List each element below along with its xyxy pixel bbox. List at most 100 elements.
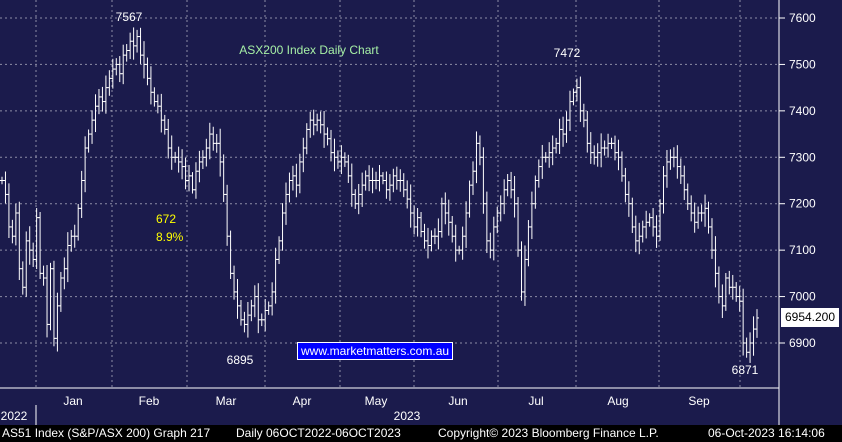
ohlc-bar [613,135,618,161]
ohlc-bar [446,199,451,236]
ohlc-bar [301,137,306,173]
y-tick-label: 7400 [789,104,816,118]
ohlc-bar [727,270,732,295]
ohlc-bar [100,86,105,112]
ohlc-bar [152,87,157,107]
watermark-url: www.marketmatters.com.au [297,342,454,360]
ohlc-bar [387,174,392,201]
annotation-low-6871: 6871 [732,363,759,377]
ohlc-bar [131,27,136,60]
ohlc-bar [367,165,372,192]
ohlc-bar [536,159,541,188]
ohlc-bar [283,182,288,225]
ohlc-bar [405,180,410,209]
ohlc-bar [647,213,652,227]
ohlc-bar [86,129,91,153]
y-tick-label: 7200 [789,197,816,211]
annotation-low-6895: 6895 [227,353,254,367]
ohlc-bar [391,168,396,193]
ohlc-bar [713,236,718,288]
ohlc-bar [249,299,254,322]
ohlc-bar [664,150,669,188]
ohlc-bar [661,166,666,214]
ohlc-bar [263,299,268,332]
ohlc-bar [640,220,645,243]
ohlc-bar [335,150,340,169]
ohlc-bar [259,313,264,327]
ohlc-bar [332,138,337,172]
x-year-label: 2022 [1,409,28,423]
ohlc-bar [315,113,320,132]
ohlc-bar [706,201,711,234]
ohlc-bar [135,29,140,53]
ohlc-bar [6,183,11,239]
ohlc-bar [287,172,292,203]
ohlc-bar [353,189,358,209]
ohlc-bar [692,202,697,233]
ohlc-bar [543,152,548,163]
ohlc-bar [228,230,233,279]
ohlc-bar [363,170,368,191]
ohlc-bar [588,132,593,164]
ohlc-bar [128,32,133,60]
y-tick-label: 7300 [789,150,816,164]
ohlc-bar [595,143,600,167]
ohlc-bar [225,184,230,246]
ohlc-bar [585,110,590,153]
ohlc-bar [294,163,299,198]
ohlc-bar [602,140,607,156]
ohlc-bar [41,265,46,286]
ohlc-bar [238,300,243,326]
ohlc-bar [69,229,74,252]
ohlc-bar [10,219,15,244]
ohlc-bar [297,153,302,194]
ohlc-bar [346,154,351,183]
ohlc-bar [619,151,624,182]
ohlc-bar [401,173,406,198]
ohlc-bar [429,230,434,252]
y-tick-label: 7000 [789,290,816,304]
ohlc-bar [176,146,181,173]
x-tick-label: Jun [448,394,467,408]
ohlc-bar [214,133,219,153]
ohlc-bar [419,212,424,238]
ohlc-bar [58,271,63,312]
ohlc-bar [571,88,576,106]
ohlc-bar [512,175,517,218]
ohlc-bar [540,144,545,179]
y-tick-label: 7500 [789,57,816,71]
ohlc-bar [103,75,108,114]
ohlc-bar [599,133,604,168]
ohlc-bar [107,70,112,96]
ohlc-bar [356,183,361,215]
x-tick-label: Jul [528,394,543,408]
ohlc-bar [169,135,174,170]
ohlc-bar [374,171,379,190]
ohlc-bar [138,27,143,64]
ohlc-bar [200,150,205,170]
ohlc-bar [654,215,659,248]
ohlc-bar [516,197,521,257]
ohlc-bar [557,118,562,155]
ohlc-bar [148,66,153,105]
ohlc-bar [187,164,192,192]
annotation-high-7472: 7472 [554,46,581,60]
ohlc-bar [3,171,8,204]
ohlc-bar [27,226,32,265]
ohlc-bar [45,265,50,338]
ohlc-bar [491,216,496,261]
annotation-drop-points: 672 [156,212,176,226]
ohlc-bar [509,171,514,199]
ohlc-bar [748,332,753,363]
ohlc-bar [166,118,171,159]
ohlc-bar [76,203,81,241]
ohlc-bar [498,195,503,222]
x-axis: Jan Feb Mar Apr May Jun Jul Aug Sep 2022 2023 [0,387,779,425]
ohlc-bar [623,167,628,203]
ohlc-bar [443,192,448,225]
ohlc-bar [318,111,323,134]
ohlc-bar [218,128,223,177]
ohlc-bar [110,58,115,89]
ohlc-bar [422,223,427,249]
